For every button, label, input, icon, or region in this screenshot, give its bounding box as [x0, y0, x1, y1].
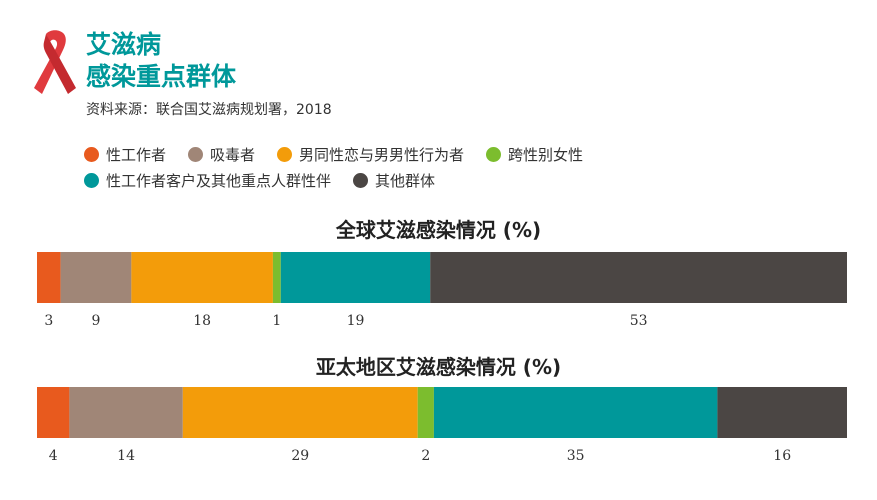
- source-note: 资料来源：联合国艾滋病规划署，2018: [86, 102, 332, 118]
- legend-row: 性工作者 吸毒者 男同性恋与男男性行为者 跨性别女性: [84, 144, 605, 165]
- bar-value-label: 35: [567, 448, 585, 464]
- legend-swatch: [353, 173, 369, 188]
- legend-item-clients-partners: 性工作者客户及其他重点人群性伴: [84, 170, 331, 191]
- red-ribbon-icon: [34, 30, 76, 94]
- bar-segment: [131, 252, 273, 303]
- page-title-line-1: 艾滋病: [86, 30, 162, 59]
- bar-value-label: 4: [49, 448, 58, 464]
- bar-segment: [272, 252, 281, 303]
- page-title-line-2: 感染重点群体: [86, 62, 237, 91]
- bar-segment: [280, 252, 431, 303]
- bar-value-label: 29: [291, 448, 309, 464]
- legend-swatch: [277, 147, 293, 162]
- legend-label: 吸毒者: [210, 146, 256, 164]
- stacked-bar-chart-global: 3 9 18 1 19 53: [37, 252, 847, 329]
- legend-swatch: [188, 147, 204, 162]
- bar-value-label: 53: [630, 313, 648, 329]
- bar-segment: [37, 252, 61, 303]
- bar-segment: [433, 387, 718, 438]
- chart-title-asia-pacific: 亚太地区艾滋感染情况 (%): [315, 355, 562, 379]
- legend-item-others: 其他群体: [353, 170, 435, 191]
- bar-value-label: 3: [44, 313, 53, 329]
- legend-swatch: [84, 173, 99, 188]
- legend-swatch: [486, 147, 502, 162]
- bar-segment: [182, 387, 418, 438]
- bar-segment: [417, 387, 434, 438]
- bar-segment: [69, 387, 183, 438]
- bar-segment: [430, 252, 847, 303]
- bar-value-label: 19: [347, 313, 365, 329]
- legend-label: 男同性恋与男男性行为者: [299, 146, 465, 164]
- bar-value-label: 9: [92, 313, 101, 329]
- legend-item-transgender-women: 跨性别女性: [486, 144, 583, 165]
- legend-item-msm: 男同性恋与男男性行为者: [277, 144, 464, 165]
- legend-item-sex-workers: 性工作者: [84, 144, 166, 165]
- bar-value-label: 14: [117, 448, 135, 464]
- legend-item-drug-users: 吸毒者: [188, 144, 255, 165]
- bar-value-label: 16: [773, 448, 791, 464]
- legend-swatch: [84, 147, 99, 162]
- legend-row: 性工作者客户及其他重点人群性伴 其他群体: [84, 170, 457, 191]
- legend-label: 跨性别女性: [508, 146, 584, 164]
- bar-value-label: 18: [193, 313, 211, 329]
- bar-value-label: 2: [421, 448, 430, 464]
- chart-title-global: 全球艾滋感染情况 (%): [335, 218, 542, 242]
- stacked-bar-chart-asia-pacific: 4 14 29 2 35 16: [37, 387, 847, 464]
- legend-label: 其他群体: [375, 172, 436, 190]
- bar-segment: [60, 252, 132, 303]
- bar-value-label: 1: [272, 313, 281, 329]
- bar-segment: [717, 387, 847, 438]
- bar-segment: [37, 387, 70, 438]
- legend-label: 性工作者客户及其他重点人群性伴: [106, 172, 332, 190]
- legend-label: 性工作者: [106, 146, 167, 164]
